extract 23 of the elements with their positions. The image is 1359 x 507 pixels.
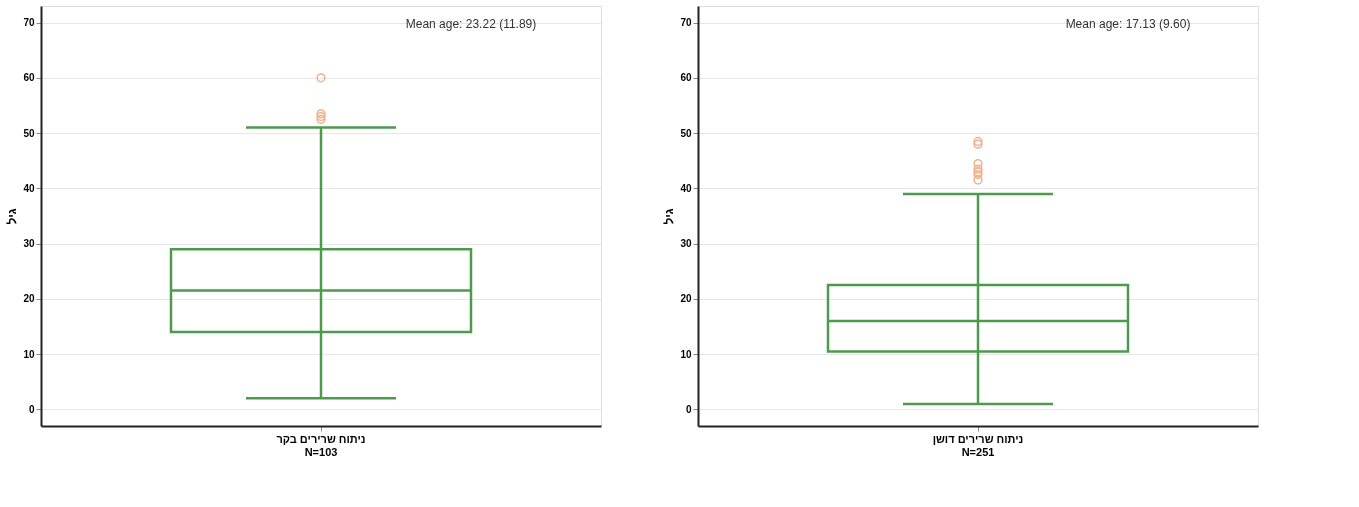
y-tick-label: 10 xyxy=(23,348,35,360)
y-tick-label: 60 xyxy=(23,72,35,84)
y-tick-label: 20 xyxy=(680,293,692,305)
y-tick-label: 60 xyxy=(680,72,692,84)
y-tick-label: 20 xyxy=(23,293,35,305)
y-axis-title: גיל xyxy=(662,208,677,225)
point xyxy=(973,158,983,169)
y-tick-label: 0 xyxy=(685,403,692,415)
y-tick-label: 30 xyxy=(680,238,692,250)
y-tick-label: 0 xyxy=(28,403,35,415)
point xyxy=(973,175,983,185)
y-tick-label: 50 xyxy=(23,127,35,139)
annotation: Mean age: 23.22 (11.89) xyxy=(405,17,537,31)
y-tick-label: 70 xyxy=(23,17,35,29)
point xyxy=(316,73,326,83)
y-tick-label: 10 xyxy=(680,348,692,360)
y-tick-label: 30 xyxy=(23,238,35,250)
y-tick-label: 70 xyxy=(680,17,692,29)
y-tick-label: 40 xyxy=(23,182,35,194)
annotation: Mean age: 17.13 (9.60) xyxy=(1065,17,1191,31)
y-tick-label: 50 xyxy=(680,127,692,139)
y-tick-label: 40 xyxy=(680,182,692,194)
y-axis-title: גיל xyxy=(5,208,20,225)
